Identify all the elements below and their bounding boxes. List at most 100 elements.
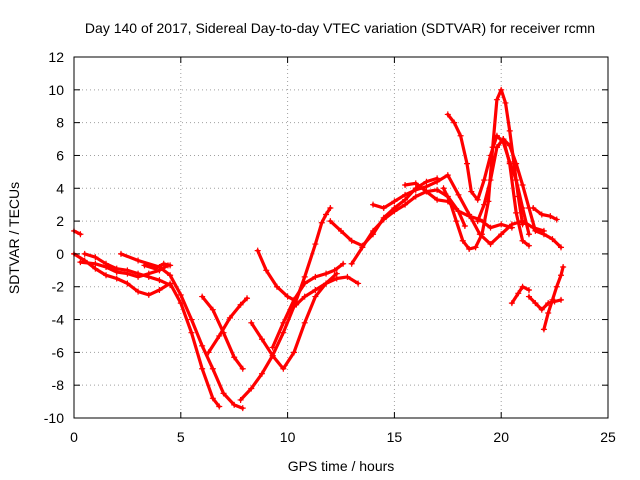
data-point [545,309,552,316]
data-point [412,186,419,193]
data-point [498,86,505,93]
y-axis-label: SDTVAR / TECUs [6,182,22,294]
data-point [269,344,276,351]
data-point [525,287,532,294]
data-point [92,260,99,267]
data-point [525,293,532,300]
x-tick-label: 15 [387,429,403,445]
data-point [498,231,505,238]
data-point [530,204,537,211]
data-point [459,237,466,244]
data-point [167,272,174,279]
data-point [239,405,246,412]
data-point [135,257,142,264]
series-track-3 [81,250,174,289]
data-point [167,282,174,289]
series-layer [71,86,567,412]
data-point [519,204,526,211]
data-point [370,227,377,234]
series-line [531,206,559,222]
data-point [209,395,216,402]
data-point [113,275,120,282]
data-point [532,227,539,234]
y-tick-label: 10 [48,82,64,98]
data-point [560,264,567,271]
data-point [333,275,340,282]
series-track-4 [117,250,246,412]
y-tick-label: 6 [56,147,64,163]
data-point [124,280,131,287]
series-track-12 [293,273,362,308]
data-point [493,144,500,151]
data-point [444,172,451,179]
data-point [519,221,526,228]
data-point [103,272,110,279]
data-point [451,119,458,126]
data-point [301,280,308,287]
data-point [220,390,227,397]
data-point [327,204,334,211]
data-point [248,385,255,392]
data-point [558,296,565,303]
data-point [423,188,430,195]
data-point [472,244,479,251]
data-point [380,216,387,223]
data-point [502,99,509,106]
series-track-23 [525,293,565,313]
data-point [434,196,441,203]
data-point [391,198,398,205]
data-point [344,273,351,280]
data-point [92,254,99,261]
series-track-11 [269,260,347,351]
data-point [177,291,184,298]
data-point [538,211,545,218]
data-point [359,244,366,251]
data-point [474,218,481,225]
data-point [301,319,308,326]
series-track-20 [493,136,565,251]
y-tick-label: -6 [52,344,65,360]
data-point [113,265,120,272]
data-point [453,218,460,225]
data-point [513,160,520,167]
data-point [77,231,84,238]
y-tick-label: 0 [56,246,64,262]
data-point [301,273,308,280]
data-point [508,224,515,231]
y-tick-label: -8 [52,377,65,393]
data-point [188,316,195,323]
series-track-21 [530,204,560,223]
data-point [284,293,291,300]
data-point [402,201,409,208]
data-point [402,191,409,198]
data-point [444,111,451,118]
data-point [145,273,152,280]
data-point [513,177,520,184]
data-point [540,231,547,238]
x-tick-label: 10 [280,429,296,445]
data-point [269,352,276,359]
data-point [446,198,453,205]
data-point [498,221,505,228]
data-point [312,273,319,280]
data-point [103,260,110,267]
data-point [312,293,319,300]
data-point [231,354,238,361]
data-point [280,319,287,326]
data-point [506,160,513,167]
y-tick-label: 8 [56,115,64,131]
data-point [263,267,270,274]
data-point [558,272,565,279]
data-point [481,201,488,208]
data-point [312,241,319,248]
data-point [500,136,507,143]
data-point [434,178,441,185]
data-point [455,208,462,215]
data-point [205,349,212,356]
data-point [380,204,387,211]
data-point [273,283,280,290]
series-line [142,262,172,271]
data-point [340,260,347,267]
data-point [226,314,233,321]
